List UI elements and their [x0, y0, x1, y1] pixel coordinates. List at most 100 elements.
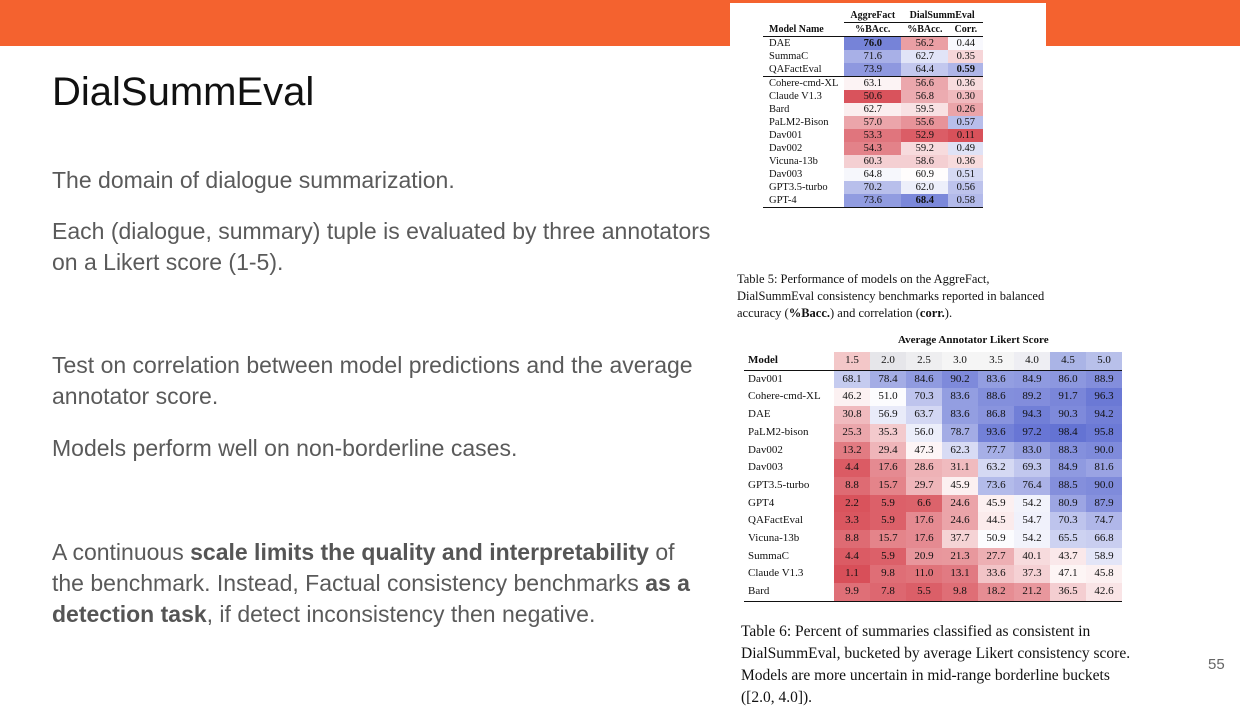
table5-aggrefact-cell: 64.8	[844, 168, 902, 181]
table6-value-cell: 47.1	[1050, 565, 1086, 584]
table6-row: Dav003 4.4 17.6 28.6 31.1 63.2 69.3 84.9 81.6	[744, 459, 1122, 477]
table6-value-cell: 40.1	[1014, 547, 1050, 566]
table6-value-cell: 33.6	[978, 565, 1014, 584]
table6-value-cell: 24.6	[942, 512, 978, 531]
table6-value-cell: 13.2	[834, 441, 870, 460]
table6-model-cell: Dav001	[748, 372, 783, 385]
table6-model-cell: PaLM2-bison	[748, 425, 809, 438]
table6-caption: Table 6: Percent of summaries classified…	[741, 623, 1131, 706]
table6-value-cell: 83.6	[942, 388, 978, 407]
table6-row: Dav001 68.1 78.4 84.6 90.2 83.6 84.9 86.0 88.9	[744, 370, 1122, 389]
table6-value-cell: 54.2	[1014, 494, 1050, 513]
table6-value-cell: 8.8	[834, 476, 870, 495]
table5-model-cell: Dav001	[769, 130, 803, 141]
table5-aggrefact-cell: 50.6	[844, 90, 902, 103]
table6-value-cell: 2.2	[834, 494, 870, 513]
table6-model-cell: Cohere-cmd-XL	[748, 390, 821, 403]
table5-group-aggrefact: AggreFact	[844, 9, 902, 23]
table5-model-cell: PaLM2-Bison	[769, 117, 829, 128]
table6-value-cell: 54.7	[1014, 512, 1050, 531]
table5-aggrefact-cell: 70.2	[844, 181, 902, 194]
table5-corr-cell: 0.56	[948, 181, 984, 194]
table6-value-cell: 70.3	[1050, 512, 1086, 531]
table6-value-cell: 95.8	[1086, 423, 1122, 442]
table6-col-bucket: 5.0	[1086, 352, 1122, 371]
table5-model-cell: GPT3.5-turbo	[769, 182, 828, 193]
table5-model-cell: Bard	[769, 104, 790, 115]
table6-row: Claude V1.3 1.1 9.8 11.0 13.1 33.6 37.3 47.1 45.…	[744, 565, 1122, 584]
table6-value-cell: 63.7	[906, 406, 942, 424]
table6-value-cell: 83.6	[942, 406, 978, 424]
table6-value-cell: 96.3	[1086, 388, 1122, 407]
table6-value-cell: 6.6	[906, 494, 942, 513]
table6-value-cell: 45.8	[1086, 565, 1122, 584]
table6-model-cell: SummaC	[748, 549, 789, 562]
table6-value-cell: 88.9	[1086, 370, 1122, 389]
table5-row: Dav003 64.8 60.9 0.51	[763, 168, 984, 181]
table5-dialsumm-cell: 62.7	[901, 50, 949, 63]
table6-value-cell: 29.4	[870, 441, 906, 460]
table6-value-cell: 31.1	[942, 459, 978, 477]
table5-row: DAE 76.0 56.2 0.44	[763, 36, 984, 50]
table6-value-cell: 88.6	[978, 388, 1014, 407]
table5-dialsumm-cell: 58.6	[901, 155, 949, 168]
table6-value-cell: 76.4	[1014, 476, 1050, 495]
table6-value-cell: 46.2	[834, 388, 870, 407]
table5-aggrefact-cell: 71.6	[844, 50, 902, 63]
table6-value-cell: 86.8	[978, 406, 1014, 424]
table6-value-cell: 5.9	[870, 512, 906, 531]
table6-value-cell: 25.3	[834, 423, 870, 442]
table6-value-cell: 30.8	[834, 406, 870, 424]
table5-row: GPT-4 73.6 68.4 0.58	[763, 194, 984, 208]
table5-aggrefact-cell: 57.0	[844, 116, 902, 129]
table6-value-cell: 45.9	[978, 494, 1014, 513]
paragraph-conclusion: A continuous scale limits the quality an…	[52, 537, 692, 630]
table6-value-cell: 4.4	[834, 547, 870, 566]
table6-value-cell: 86.0	[1050, 370, 1086, 389]
table5-caption-bold-1: %Bacc.	[788, 306, 831, 320]
table6-value-cell: 50.9	[978, 530, 1014, 548]
table5-dialsumm-cell: 56.2	[901, 36, 949, 50]
table5-col-model: Model Name	[769, 23, 824, 35]
paragraph-correlation: Test on correlation between model predic…	[52, 352, 693, 409]
table6-value-cell: 87.9	[1086, 494, 1122, 513]
table5-group-empty	[763, 9, 844, 23]
table6-value-cell: 90.0	[1086, 476, 1122, 495]
table5-group-header: AggreFact DialSummEval	[763, 9, 984, 23]
table6-value-cell: 9.8	[870, 565, 906, 584]
table6-value-cell: 69.3	[1014, 459, 1050, 477]
table5-row: SummaC 71.6 62.7 0.35	[763, 50, 984, 63]
table5-dialsumm-cell: 59.5	[901, 103, 949, 116]
table5-row: GPT3.5-turbo 70.2 62.0 0.56	[763, 181, 984, 194]
table6-col-model: Model	[748, 354, 778, 366]
table5-model-cell: Dav002	[769, 143, 803, 154]
table6-value-cell: 5.5	[906, 583, 942, 602]
table5-row: QAFactEval 73.9 64.4 0.59	[763, 63, 984, 77]
table6-value-cell: 68.1	[834, 370, 870, 389]
table5-aggrefact-cell: 76.0	[844, 36, 902, 50]
table5-dialsumm-cell: 60.9	[901, 168, 949, 181]
table6-value-cell: 56.9	[870, 406, 906, 424]
table5-row: Dav001 53.3 52.9 0.11	[763, 129, 984, 142]
table5-col-header: Model Name %BAcc. %BAcc. Corr.	[763, 23, 984, 37]
table5-model-cell: Vicuna-13b	[769, 156, 818, 167]
table5-dialsumm-cell: 56.8	[901, 90, 949, 103]
table6-row: Cohere-cmd-XL 46.2 51.0 70.3 83.6 88.6 89.2 91.…	[744, 388, 1122, 407]
table6-value-cell: 70.3	[906, 388, 942, 407]
table6-value-cell: 84.6	[906, 370, 942, 389]
table5-model-cell: SummaC	[769, 51, 809, 62]
table6-value-cell: 3.3	[834, 512, 870, 531]
table6-value-cell: 98.4	[1050, 423, 1086, 442]
table6-row: GPT4 2.2 5.9 6.6 24.6 45.9 54.2 80.9 87.9	[744, 494, 1122, 513]
table6-value-cell: 11.0	[906, 565, 942, 584]
table6-value-cell: 58.9	[1086, 547, 1122, 566]
table6-value-cell: 17.6	[870, 459, 906, 477]
paragraph-annotation: Each (dialogue, summary) tuple is evalua…	[52, 218, 711, 275]
table5-row: Bard 62.7 59.5 0.26	[763, 103, 984, 116]
table5-corr-cell: 0.36	[948, 155, 984, 168]
table6-value-cell: 15.7	[870, 476, 906, 495]
table5-dialsumm-cell: 52.9	[901, 129, 949, 142]
table5-row: PaLM2-Bison 57.0 55.6 0.57	[763, 116, 984, 129]
table6-value-cell: 66.8	[1086, 530, 1122, 548]
table6-value-cell: 9.9	[834, 583, 870, 602]
